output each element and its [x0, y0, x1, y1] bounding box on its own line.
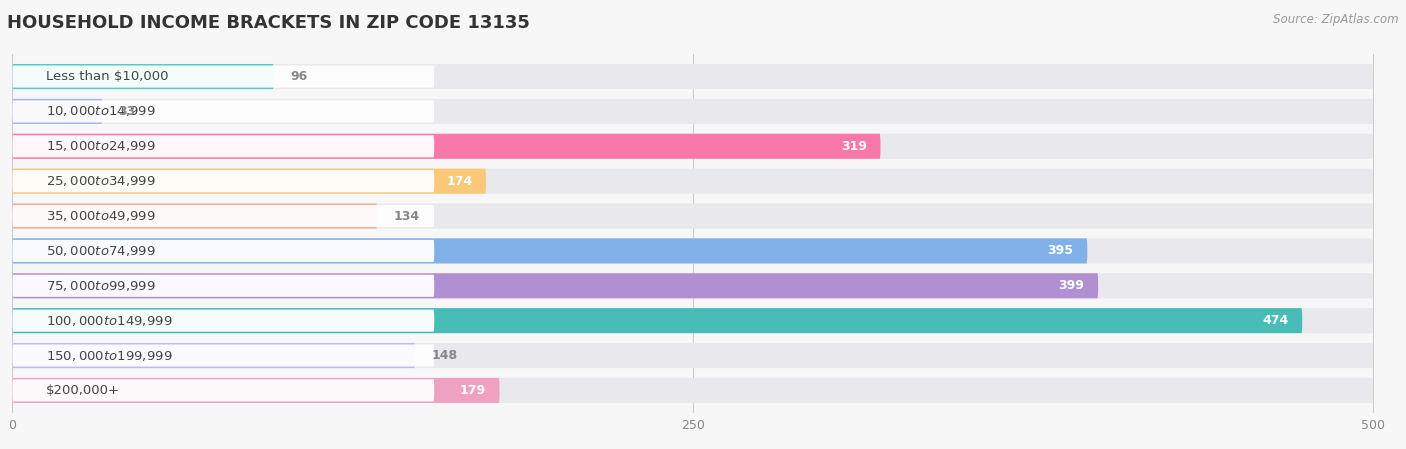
FancyBboxPatch shape — [13, 273, 1374, 298]
FancyBboxPatch shape — [13, 66, 434, 88]
FancyBboxPatch shape — [13, 64, 1374, 89]
FancyBboxPatch shape — [13, 170, 434, 192]
FancyBboxPatch shape — [13, 240, 434, 262]
FancyBboxPatch shape — [13, 64, 274, 89]
Text: $100,000 to $149,999: $100,000 to $149,999 — [46, 314, 173, 328]
Text: $35,000 to $49,999: $35,000 to $49,999 — [46, 209, 156, 223]
FancyBboxPatch shape — [13, 99, 103, 124]
Text: $150,000 to $199,999: $150,000 to $199,999 — [46, 348, 173, 362]
FancyBboxPatch shape — [13, 169, 486, 194]
Text: $15,000 to $24,999: $15,000 to $24,999 — [46, 139, 156, 153]
FancyBboxPatch shape — [13, 134, 880, 159]
FancyBboxPatch shape — [13, 379, 434, 401]
Text: 96: 96 — [290, 70, 308, 83]
FancyBboxPatch shape — [13, 344, 434, 366]
FancyBboxPatch shape — [13, 273, 1098, 298]
Text: Source: ZipAtlas.com: Source: ZipAtlas.com — [1274, 13, 1399, 26]
Text: 395: 395 — [1047, 244, 1074, 257]
FancyBboxPatch shape — [13, 275, 434, 297]
Text: 474: 474 — [1263, 314, 1289, 327]
Text: $25,000 to $34,999: $25,000 to $34,999 — [46, 174, 156, 188]
Text: Less than $10,000: Less than $10,000 — [46, 70, 169, 83]
FancyBboxPatch shape — [13, 308, 1302, 333]
FancyBboxPatch shape — [13, 99, 1374, 124]
Text: $10,000 to $14,999: $10,000 to $14,999 — [46, 105, 156, 119]
Text: 33: 33 — [118, 105, 136, 118]
FancyBboxPatch shape — [13, 378, 499, 403]
FancyBboxPatch shape — [13, 101, 434, 123]
FancyBboxPatch shape — [13, 378, 1374, 403]
FancyBboxPatch shape — [13, 203, 377, 229]
Text: 399: 399 — [1059, 279, 1084, 292]
FancyBboxPatch shape — [13, 205, 434, 227]
FancyBboxPatch shape — [13, 238, 1374, 264]
FancyBboxPatch shape — [13, 310, 434, 332]
FancyBboxPatch shape — [13, 134, 1374, 159]
Text: 134: 134 — [394, 210, 419, 223]
Text: $50,000 to $74,999: $50,000 to $74,999 — [46, 244, 156, 258]
FancyBboxPatch shape — [13, 238, 1087, 264]
FancyBboxPatch shape — [13, 203, 1374, 229]
FancyBboxPatch shape — [13, 169, 1374, 194]
Text: $75,000 to $99,999: $75,000 to $99,999 — [46, 279, 156, 293]
FancyBboxPatch shape — [13, 343, 415, 368]
Text: 148: 148 — [432, 349, 457, 362]
FancyBboxPatch shape — [13, 308, 1374, 333]
FancyBboxPatch shape — [13, 135, 434, 157]
Text: HOUSEHOLD INCOME BRACKETS IN ZIP CODE 13135: HOUSEHOLD INCOME BRACKETS IN ZIP CODE 13… — [7, 14, 530, 32]
Text: 319: 319 — [841, 140, 868, 153]
FancyBboxPatch shape — [13, 343, 1374, 368]
Text: $200,000+: $200,000+ — [46, 384, 120, 397]
Text: 174: 174 — [446, 175, 472, 188]
Text: 179: 179 — [460, 384, 486, 397]
